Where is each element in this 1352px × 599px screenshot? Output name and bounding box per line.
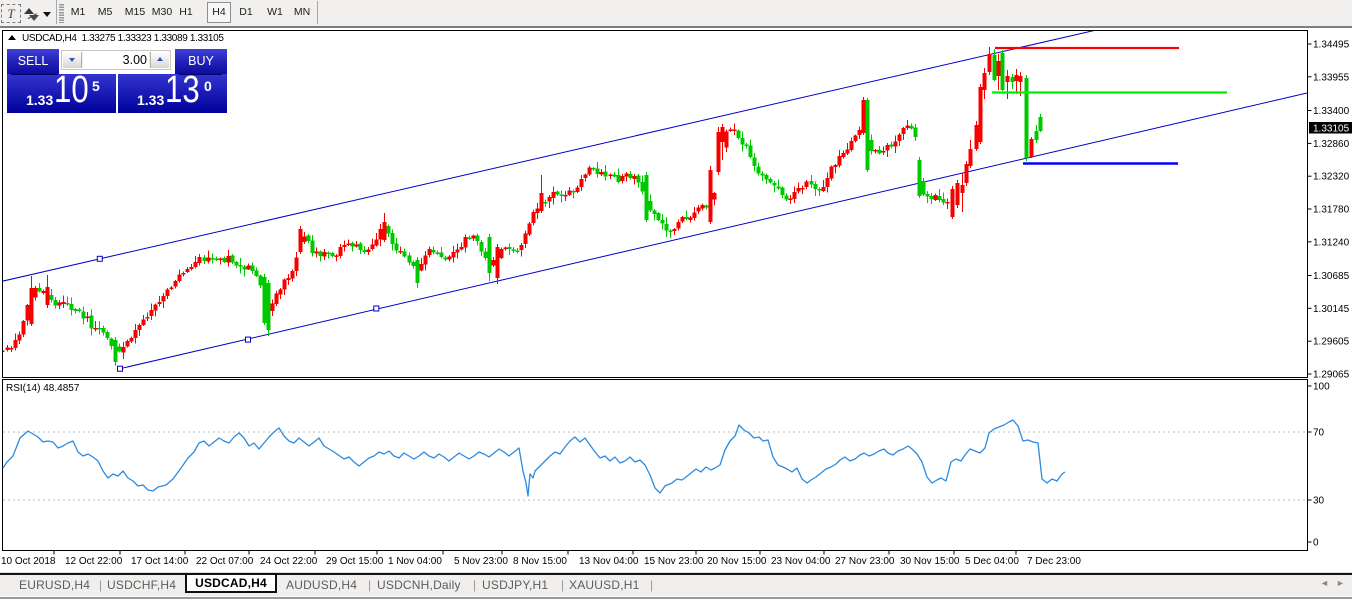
svg-text:1.33400: 1.33400	[1313, 106, 1350, 117]
svg-text:1.33105: 1.33105	[1313, 124, 1350, 135]
svg-text:1.29605: 1.29605	[1313, 337, 1350, 348]
svg-text:1.34495: 1.34495	[1313, 40, 1350, 51]
svg-text:1.31780: 1.31780	[1313, 205, 1350, 216]
svg-text:1.32860: 1.32860	[1313, 139, 1350, 150]
svg-text:1.30145: 1.30145	[1313, 304, 1350, 315]
svg-text:20 Nov 15:00: 20 Nov 15:00	[707, 556, 767, 567]
svg-text:10 Oct 2018: 10 Oct 2018	[1, 556, 56, 567]
svg-text:8 Nov 15:00: 8 Nov 15:00	[513, 556, 567, 567]
svg-text:1.33955: 1.33955	[1313, 72, 1350, 83]
svg-text:1 Nov 04:00: 1 Nov 04:00	[388, 556, 442, 567]
svg-text:23 Nov 04:00: 23 Nov 04:00	[771, 556, 831, 567]
svg-text:5 Nov 23:00: 5 Nov 23:00	[454, 556, 508, 567]
svg-text:RSI(14) 48.4857: RSI(14) 48.4857	[6, 383, 80, 394]
svg-text:1.29065: 1.29065	[1313, 370, 1350, 381]
svg-text:30 Nov 15:00: 30 Nov 15:00	[900, 556, 960, 567]
svg-text:7 Dec 23:00: 7 Dec 23:00	[1027, 556, 1081, 567]
svg-text:13 Nov 04:00: 13 Nov 04:00	[579, 556, 639, 567]
svg-text:70: 70	[1313, 428, 1325, 439]
svg-text:0: 0	[1313, 538, 1319, 549]
svg-text:17 Oct 14:00: 17 Oct 14:00	[131, 556, 189, 567]
svg-text:12 Oct 22:00: 12 Oct 22:00	[65, 556, 123, 567]
svg-text:1.30685: 1.30685	[1313, 271, 1350, 282]
svg-text:5 Dec 04:00: 5 Dec 04:00	[965, 556, 1019, 567]
svg-text:24 Oct 22:00: 24 Oct 22:00	[260, 556, 318, 567]
svg-text:1.31240: 1.31240	[1313, 237, 1350, 248]
svg-text:29 Oct 15:00: 29 Oct 15:00	[326, 556, 384, 567]
svg-text:22 Oct 07:00: 22 Oct 07:00	[196, 556, 254, 567]
svg-text:15 Nov 23:00: 15 Nov 23:00	[644, 556, 704, 567]
svg-text:27 Nov 23:00: 27 Nov 23:00	[835, 556, 895, 567]
svg-text:100: 100	[1313, 382, 1330, 393]
svg-text:1.32320: 1.32320	[1313, 172, 1350, 183]
svg-text:30: 30	[1313, 496, 1325, 507]
